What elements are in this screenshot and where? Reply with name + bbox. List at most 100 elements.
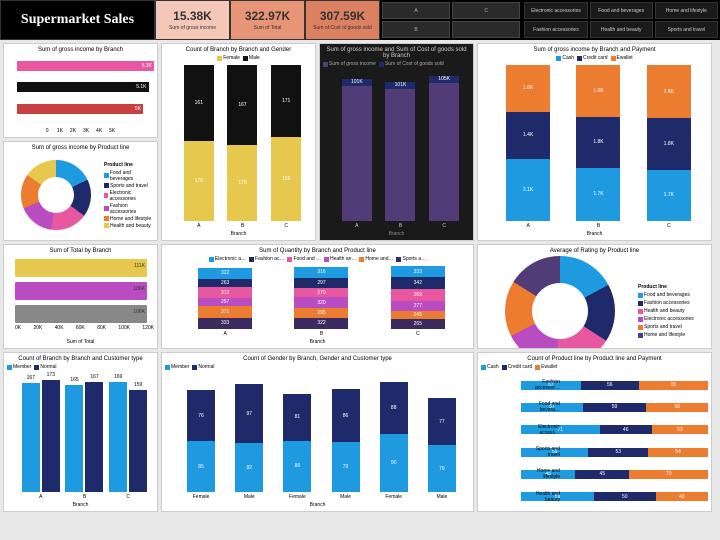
row-label: Food and bevera… [524,401,560,413]
legend: Sum of gross incomeSum of Cost of goods … [323,61,470,67]
area-band: 111K [15,259,147,277]
hbar: 5.1K [17,82,149,92]
panel-title: Count of Product line by Product line an… [481,356,708,362]
branch-button[interactable] [452,21,520,38]
bar-segment: 265 [391,319,445,329]
bar-segment: 58 [646,403,708,412]
bar-segment: 322 [198,268,252,279]
panel-title: Count of Branch by Branch and Gender [165,47,312,53]
bar-segment: 1.7K [647,170,691,221]
legend-item: Sum of Cost of goods sold [379,61,444,67]
donut-wrap: Product line Food and beveragesFashion a… [481,256,708,349]
legend: CashCredit cardEwallet [481,364,708,370]
panel-product-payment[interactable]: Count of Product line by Product line an… [477,352,712,512]
legend: Product line Food and beveragesSports an… [104,162,154,229]
x-axis-label: 0 1K 2K 3K 4K 5K [7,128,154,134]
panel-quantity-product[interactable]: Sum of Quantity by Branch and Product li… [161,244,474,349]
stacked-bars: 101KA101KB105KC [323,71,470,223]
bar-segment: 161 [184,65,214,141]
legend-item: Member [165,364,189,370]
legend: FemaleMale [165,55,312,61]
legend: MemberNormal [7,364,154,370]
bar-segment: 1.8K [647,65,691,118]
x-axis-label: Branch [165,339,470,345]
category-nav: Electronic accessoriesFood and beverages… [522,0,720,40]
bar-segment [342,86,372,221]
bar-segment: 1.6K [576,65,620,116]
panel-title: Count of Gender by Branch, Gender and Cu… [165,356,470,362]
bar-segment: 155 [271,137,301,221]
x-axis-label: Branch [7,502,154,508]
donut-wrap: Product line Food and beveragesSports an… [7,153,154,237]
branch-nav: ACB [380,0,522,40]
legend-item: Normal [192,364,214,370]
legend-item: Sum of gross income [323,61,376,67]
chart-grid: Sum of gross income by Branch 5.3K5.1K5K… [0,40,720,540]
panel-rating-product[interactable]: Average of Rating by Product line Produc… [477,244,712,349]
legend-item: Sports a… [396,256,426,262]
category-button[interactable]: Health and beauty [590,21,653,38]
kpi-label: Sum of gross income [169,25,216,31]
kpi-card[interactable]: 15.38K Sum of gross income [155,0,230,40]
legend-item: Member [7,364,31,370]
panel-title: Sum of gross income by Product line [7,145,154,151]
bar-segment: 245 [391,311,445,319]
panel-income-payment[interactable]: Sum of gross income by Branch and Paymen… [477,43,712,241]
branch-button[interactable]: A [382,2,450,19]
legend-item: Male [243,55,260,61]
panel-income-cogs[interactable]: Sum of gross income and Sum of Cost of g… [319,43,474,241]
category-button[interactable]: Home and lifestyle [655,2,718,19]
bar-segment: 342 [391,277,445,289]
bar-segment: 1.7K [576,168,620,221]
panel-gender-customer[interactable]: Count of Gender by Branch, Gender and Cu… [161,352,474,512]
bar: 167 [22,383,40,492]
panel-branch-customer[interactable]: Count of Branch by Branch and Customer t… [3,352,158,512]
panel-title: Sum of Quantity by Branch and Product li… [165,248,470,254]
kpi-card[interactable]: 307.59KSum of Cost of goods sold [305,0,380,40]
bar-segment: 257 [198,298,252,306]
row-label: Fashion accessor… [524,379,560,391]
bar-segment: 333 [198,318,252,329]
kpi-row: 15.38K Sum of gross income 322.97KSum of T… [155,0,380,40]
legend: CashCredit cardEwallet [481,55,708,61]
bar-segment: 46 [600,425,652,434]
x-ticks: 0K20K40K60K80K100K120K [7,325,154,331]
kpi-card[interactable]: 322.97KSum of Total [230,0,305,40]
bar-segment: 2.1K [506,159,550,221]
bar-segment: 53 [588,448,648,457]
panel-income-product-donut[interactable]: Sum of gross income by Product line Prod… [3,141,158,241]
legend-item: Electronic a… [209,256,246,262]
category-button[interactable]: Sports and travel [655,21,718,38]
bar-segment: 371 [198,306,252,318]
category-button[interactable]: Electronic accessories [524,2,587,19]
bar-segment: 53 [652,425,708,434]
kpi-value: 307.59K [320,9,365,23]
legend-item: Ewallet [535,364,557,370]
bar-segment: 313 [198,287,252,297]
legend-item: Food and … [287,256,321,262]
bar-segment: 1.8K [647,118,691,169]
kpi-value: 15.38K [173,9,212,23]
row-label: Health and beauty [524,491,560,503]
panel-branch-gender[interactable]: Count of Branch by Branch and Gender Fem… [161,43,316,241]
legend-item: Female [217,55,240,61]
panel-title: Sum of gross income and Sum of Cost of g… [323,47,470,59]
category-button[interactable]: Fashion accessories [524,21,587,38]
bar-segment: 54 [648,448,708,457]
category-button[interactable]: Food and beverages [590,2,653,19]
branch-button[interactable]: C [452,2,520,19]
bar-segment: 65 [639,381,708,390]
dashboard-title: Supermarket Sales [0,0,155,40]
legend-item: Home and… [359,256,393,262]
bar-segment: 59 [583,403,647,412]
branch-button[interactable]: B [382,21,450,38]
bar-segment: 277 [391,301,445,311]
panel-total-branch[interactable]: Sum of Total by Branch 111K106K106K 0K20… [3,244,158,349]
x-axis-label: Branch [165,231,312,237]
bar-segment [385,89,415,221]
bar-segment [429,83,459,221]
header: Supermarket Sales 15.38K Sum of gross inc… [0,0,720,40]
legend-item: Fashion ac… [249,256,284,262]
panel-gross-income-branch[interactable]: Sum of gross income by Branch 5.3K5.1K5K… [3,43,158,138]
legend-item: Cash [481,364,499,370]
